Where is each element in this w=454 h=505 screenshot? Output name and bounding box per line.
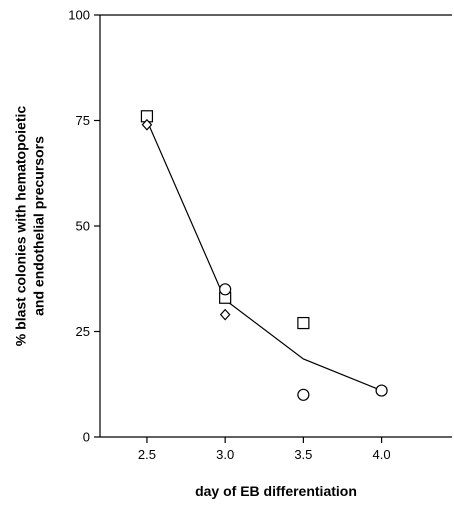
y-tick-label: 0 — [83, 430, 90, 445]
y-tick-label: 50 — [76, 219, 90, 234]
axes — [99, 14, 452, 438]
circle-marker — [219, 283, 232, 296]
y-axis-ticks: 0 25 50 75 100 — [68, 8, 100, 445]
circle-marker — [375, 384, 388, 397]
x-tick-label: 4.0 — [373, 447, 391, 462]
diamond-marker — [141, 118, 153, 131]
x-tick-label: 3.0 — [216, 447, 234, 462]
y-tick-label: 25 — [76, 324, 90, 339]
circle-marker — [297, 388, 310, 401]
diamond-marker — [219, 308, 231, 321]
series-line — [146, 120, 382, 392]
y-tick-label: 100 — [68, 8, 90, 23]
y-tick-label: 75 — [76, 113, 90, 128]
x-axis-ticks: 2.5 3.0 3.5 4.0 — [138, 437, 391, 462]
x-axis-label: day of EB differentiation — [195, 483, 357, 499]
y-axis-label-line-1: % blast colonies with hematopoietic — [13, 106, 29, 347]
y-axis-label-line-2: and endothelial precursors — [31, 136, 47, 316]
square-marker — [297, 316, 310, 330]
x-tick-label: 3.5 — [294, 447, 312, 462]
x-tick-label: 2.5 — [138, 447, 156, 462]
series-group — [140, 110, 388, 401]
